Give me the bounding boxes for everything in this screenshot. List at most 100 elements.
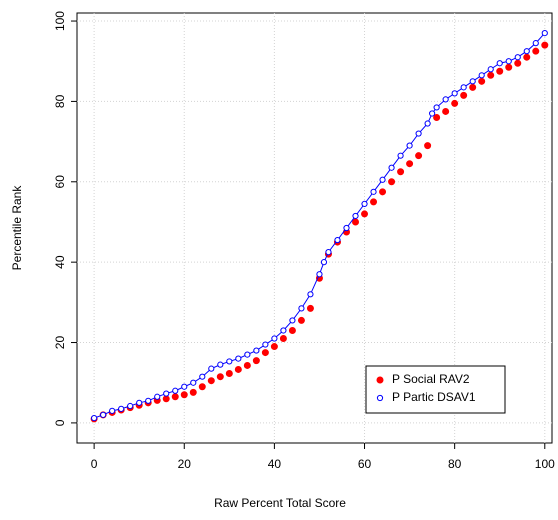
point [478,77,486,85]
point [208,365,215,372]
point [487,71,495,79]
point [424,142,432,150]
point [415,152,423,160]
point [262,341,269,348]
point [442,96,449,103]
point [352,212,359,220]
x-tick-label: 0 [91,457,98,471]
point [379,176,386,183]
series-line [93,32,546,419]
point [154,393,161,400]
y-tick-label: 60 [53,175,67,189]
y-tick-label: 40 [53,255,67,269]
point [307,291,314,298]
point [271,335,278,342]
point [541,41,549,49]
point [370,188,377,195]
point [415,130,422,137]
point [199,373,206,380]
point [136,399,143,406]
point [91,414,98,422]
y-axis-label: Percentile Rank [10,185,24,271]
point [523,48,530,55]
point [289,317,296,324]
point [235,355,242,362]
point [469,78,476,85]
point [379,188,387,196]
legend-box [365,365,506,414]
point [145,397,152,404]
point [496,60,503,67]
point [109,407,116,414]
point [279,335,287,343]
point [352,218,360,226]
point [496,67,504,75]
point [190,379,197,386]
point [397,168,405,176]
point [234,365,242,373]
point [261,349,269,357]
y-tick-label: 0 [53,419,67,426]
point [198,383,206,391]
y-tick-label: 20 [53,336,67,350]
point [469,83,477,91]
x-tick-label: 40 [268,457,282,471]
x-tick-label: 80 [448,457,462,471]
x-tick-label: 20 [178,457,192,471]
point [216,373,224,381]
point [442,107,450,115]
point [523,53,531,61]
point [361,200,368,207]
point [298,305,305,312]
point [180,391,188,399]
point [127,402,134,410]
point [451,99,459,107]
point [370,198,378,206]
point [406,142,413,149]
point [217,361,224,368]
point [429,110,436,117]
point [514,54,521,61]
point [252,357,260,365]
point [460,91,468,99]
point [118,405,125,412]
point [225,369,233,377]
point [541,29,548,37]
point [316,271,323,278]
point [478,72,485,79]
x-tick-label: 60 [358,457,372,471]
point [505,63,513,71]
point [226,358,233,365]
x-tick-label: 100 [535,457,555,471]
point [172,387,179,394]
point [397,152,404,159]
point [297,316,305,324]
point [189,388,197,396]
legend-label: P Partic DSAV1 [392,390,476,404]
point [532,40,539,47]
point [320,259,328,266]
point [487,66,494,73]
point [171,393,179,401]
point [207,377,215,385]
point [270,343,278,351]
point [100,411,107,418]
point [532,47,540,55]
point [280,327,287,334]
y-tick-label: 100 [53,11,67,31]
plot-frame [76,12,553,444]
point [388,164,395,171]
point [288,326,296,334]
x-axis-label: Raw Percent Total Score [214,496,346,510]
point [253,347,260,354]
legend-label: P Social RAV2 [392,372,470,386]
point [334,236,341,244]
point [514,59,522,67]
point [424,120,431,127]
y-tick-label: 80 [53,94,67,108]
point [306,304,314,312]
point [325,249,332,256]
point [433,104,440,111]
point [505,58,512,65]
